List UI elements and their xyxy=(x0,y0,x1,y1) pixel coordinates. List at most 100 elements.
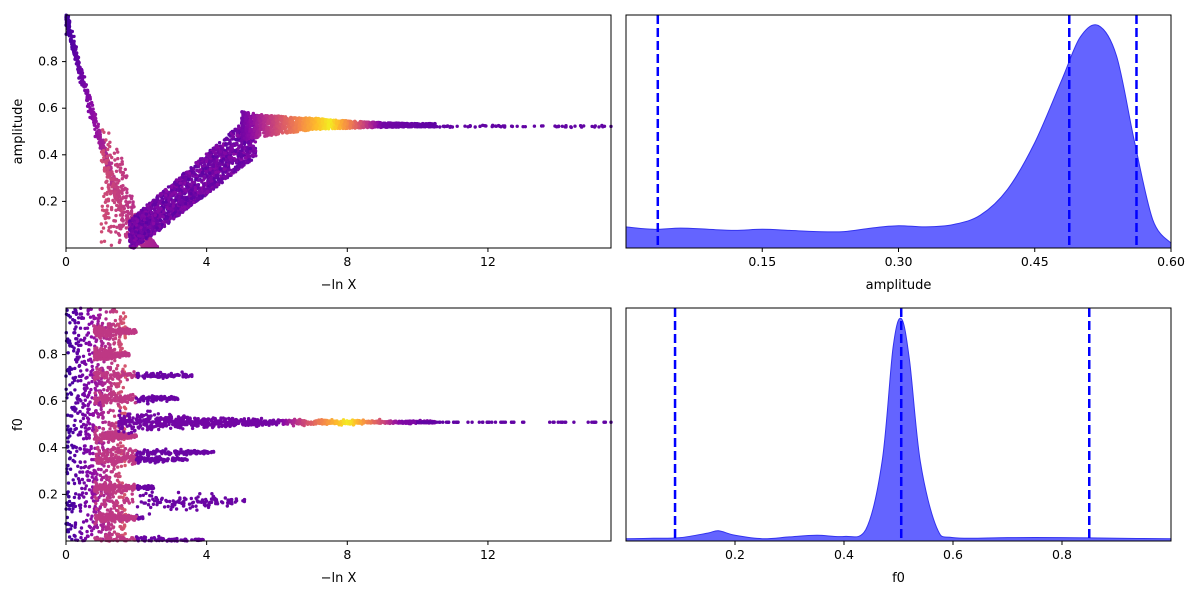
scatter-point xyxy=(217,161,222,165)
scatter-point xyxy=(77,496,81,500)
scatter-point xyxy=(167,212,172,217)
scatter-point xyxy=(211,155,215,159)
scatter-point xyxy=(241,111,246,116)
scatter-point xyxy=(180,196,184,200)
scatter-point xyxy=(225,136,229,140)
scatter-point xyxy=(178,211,182,215)
scatter-point xyxy=(155,219,159,223)
scatter-point xyxy=(339,120,344,124)
scatter-point xyxy=(109,230,113,234)
scatter-point xyxy=(116,181,120,185)
scatter-point xyxy=(227,141,231,146)
scatter-point xyxy=(238,144,242,148)
scatter-point xyxy=(87,352,92,356)
scatter-point xyxy=(130,212,134,216)
scatter-point xyxy=(91,118,96,122)
scatter-point xyxy=(184,201,188,206)
scatter-point xyxy=(123,186,127,190)
scatter-point xyxy=(76,64,80,69)
scatter-point xyxy=(120,218,124,222)
scatter-point xyxy=(119,525,123,529)
scatter-point xyxy=(210,171,214,175)
scatter-point xyxy=(244,128,248,133)
scatter-point xyxy=(83,398,88,402)
scatter-point xyxy=(466,125,470,129)
scatter-point xyxy=(118,441,123,445)
scatter-point xyxy=(539,124,544,128)
scatter-point xyxy=(90,110,94,114)
scatter-point xyxy=(244,149,248,153)
scatter-point xyxy=(194,199,198,203)
scatter-point xyxy=(100,204,105,208)
density-area-1 xyxy=(625,24,1172,249)
scatter-point xyxy=(76,411,80,415)
scatter-point xyxy=(88,422,92,426)
scatter-point xyxy=(109,507,113,511)
x-tick-label-0-3: 12 xyxy=(480,254,496,269)
scatter-point xyxy=(306,121,310,125)
scatter-point xyxy=(246,141,250,145)
scatter-point xyxy=(373,125,377,129)
scatter-point xyxy=(82,386,87,391)
scatter-point xyxy=(102,382,106,386)
scatter-point xyxy=(96,412,100,416)
scatter-point xyxy=(67,339,72,343)
scatter-point xyxy=(76,316,81,320)
scatter-point xyxy=(244,119,248,123)
scatter-point xyxy=(96,363,100,367)
scatter-point xyxy=(323,126,327,130)
scatter-point xyxy=(239,155,244,159)
scatter-point xyxy=(74,474,78,478)
scatter-point xyxy=(79,536,83,540)
scatter-point xyxy=(68,315,73,319)
scatter-point xyxy=(233,127,237,132)
scatter-point xyxy=(70,414,74,418)
scatter-point xyxy=(152,232,157,236)
scatter-point xyxy=(117,480,121,484)
scatter-point xyxy=(248,146,252,151)
scatter-point xyxy=(85,90,89,94)
scatter-point xyxy=(73,525,77,529)
scatter-point xyxy=(164,200,168,204)
scatter-point xyxy=(149,233,153,238)
scatter-point xyxy=(90,475,94,479)
scatter-point xyxy=(183,176,188,181)
scatter-point xyxy=(73,54,78,58)
scatter-point xyxy=(111,172,115,176)
scatter-point xyxy=(211,187,216,191)
scatter-point xyxy=(92,123,97,128)
scatter-point xyxy=(266,128,270,132)
scatter-point xyxy=(73,321,77,325)
scatter-point xyxy=(87,488,92,492)
scatter-point xyxy=(590,124,594,129)
scatter-point xyxy=(195,168,199,173)
scatter-point xyxy=(200,180,204,184)
scatter-point xyxy=(170,200,175,204)
scatter-point xyxy=(223,176,228,180)
scatter-point xyxy=(81,412,85,416)
scatter-point xyxy=(242,136,247,140)
scatter-point xyxy=(237,126,241,131)
scatter-point xyxy=(86,534,90,538)
scatter-point xyxy=(214,170,218,175)
scatter-point xyxy=(86,308,90,312)
scatter-point xyxy=(72,346,76,350)
scatter-point xyxy=(235,160,239,164)
scatter-point xyxy=(148,225,152,229)
scatter-point xyxy=(153,216,158,220)
scatter-point xyxy=(117,233,122,237)
scatter-point xyxy=(96,134,100,138)
scatter-point xyxy=(79,526,84,530)
scatter-point xyxy=(188,174,192,179)
scatter-point xyxy=(144,244,149,248)
scatter-point xyxy=(194,177,198,182)
scatter-point xyxy=(66,481,71,485)
scatter-point xyxy=(251,112,255,116)
scatter-point xyxy=(108,140,112,144)
scatter-point xyxy=(107,131,111,135)
scatter-point xyxy=(227,155,231,159)
scatter-point xyxy=(317,126,322,130)
scatter-point xyxy=(222,167,227,172)
scatter-point xyxy=(86,348,91,353)
scatter-point xyxy=(269,116,274,120)
